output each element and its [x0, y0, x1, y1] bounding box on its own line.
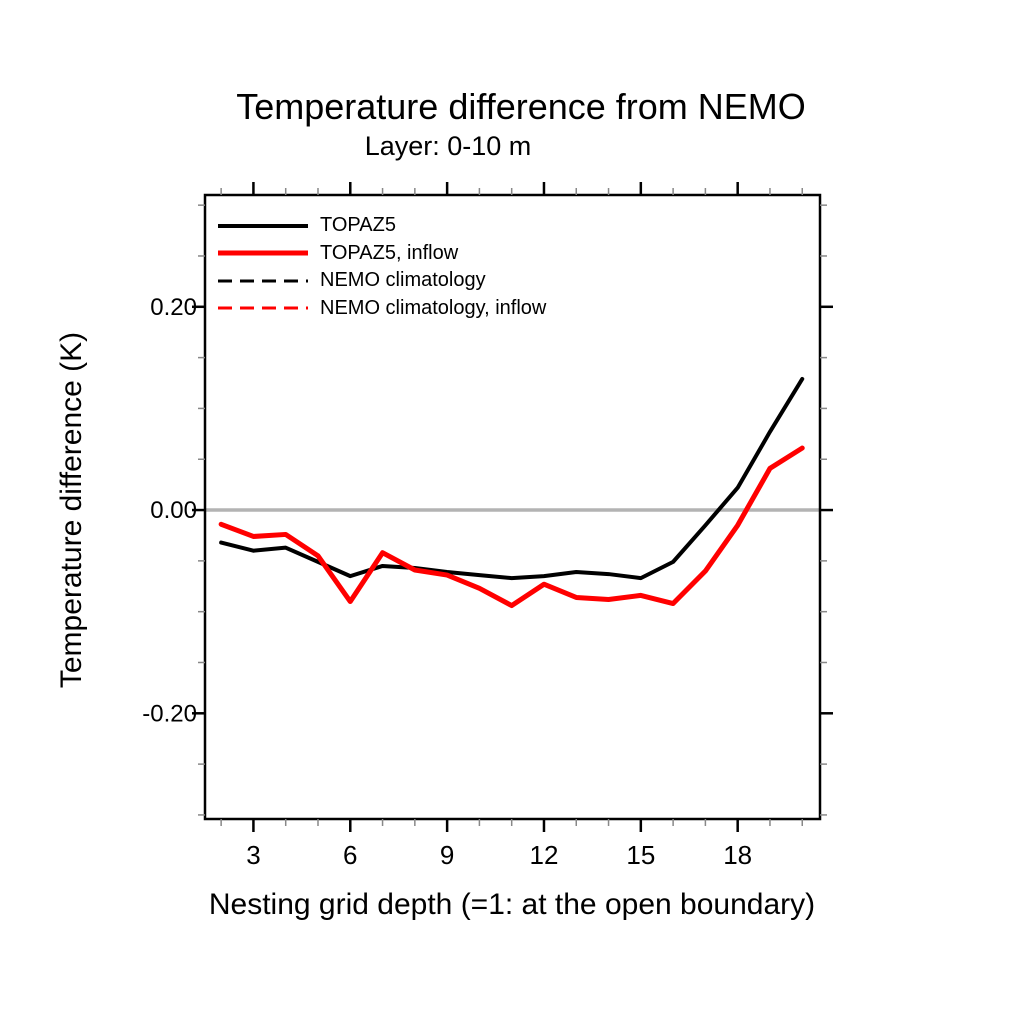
legend-line-nemo-climatology-dashed-icon	[218, 279, 308, 283]
legend: TOPAZ5 TOPAZ5, inflow NEMO climatology NEMO…	[218, 212, 546, 322]
x-tick-label: 12	[530, 840, 559, 870]
chart-subtitle: Layer: 0-10 m	[364, 131, 532, 161]
y-axis-title: Temperature difference (K)	[55, 331, 88, 689]
legend-item-label: TOPAZ5, inflow	[320, 241, 459, 264]
x-tick-label: 15	[626, 840, 655, 870]
series-line-topaz5-inflow	[218, 445, 805, 609]
y-tick-label: 0.00	[150, 497, 197, 524]
x-tick-label: 18	[723, 840, 752, 870]
legend-item-label: NEMO climatology, inflow	[320, 296, 547, 319]
legend-line-topaz5-icon	[218, 223, 308, 228]
legend-line-topaz5-inflow-icon	[218, 250, 308, 256]
legend-item-label: TOPAZ5	[320, 214, 396, 237]
legend-item-nemo-climatology-inflow: NEMO climatology, inflow	[218, 295, 546, 323]
x-axis-title: Nesting grid depth (=1: at the open boun…	[208, 888, 816, 921]
plot-frame	[203, 193, 822, 821]
x-tick-label: 6	[343, 840, 357, 870]
x-tick-label: 3	[246, 840, 260, 870]
legend-line-nemo-climatology-inflow-dashed-icon	[218, 306, 308, 310]
y-tick-label: 0.20	[150, 294, 197, 321]
x-tick-label: 9	[440, 840, 454, 870]
legend-item-label: NEMO climatology	[320, 269, 486, 292]
legend-item-topaz5-inflow: TOPAZ5, inflow	[218, 240, 546, 268]
chart-title: Temperature difference from NEMO	[236, 86, 806, 127]
legend-item-topaz5: TOPAZ5	[218, 212, 546, 240]
legend-item-nemo-climatology: NEMO climatology	[218, 267, 546, 295]
series-line-topaz5	[219, 376, 805, 581]
y-tick-label: -0.20	[142, 700, 197, 727]
